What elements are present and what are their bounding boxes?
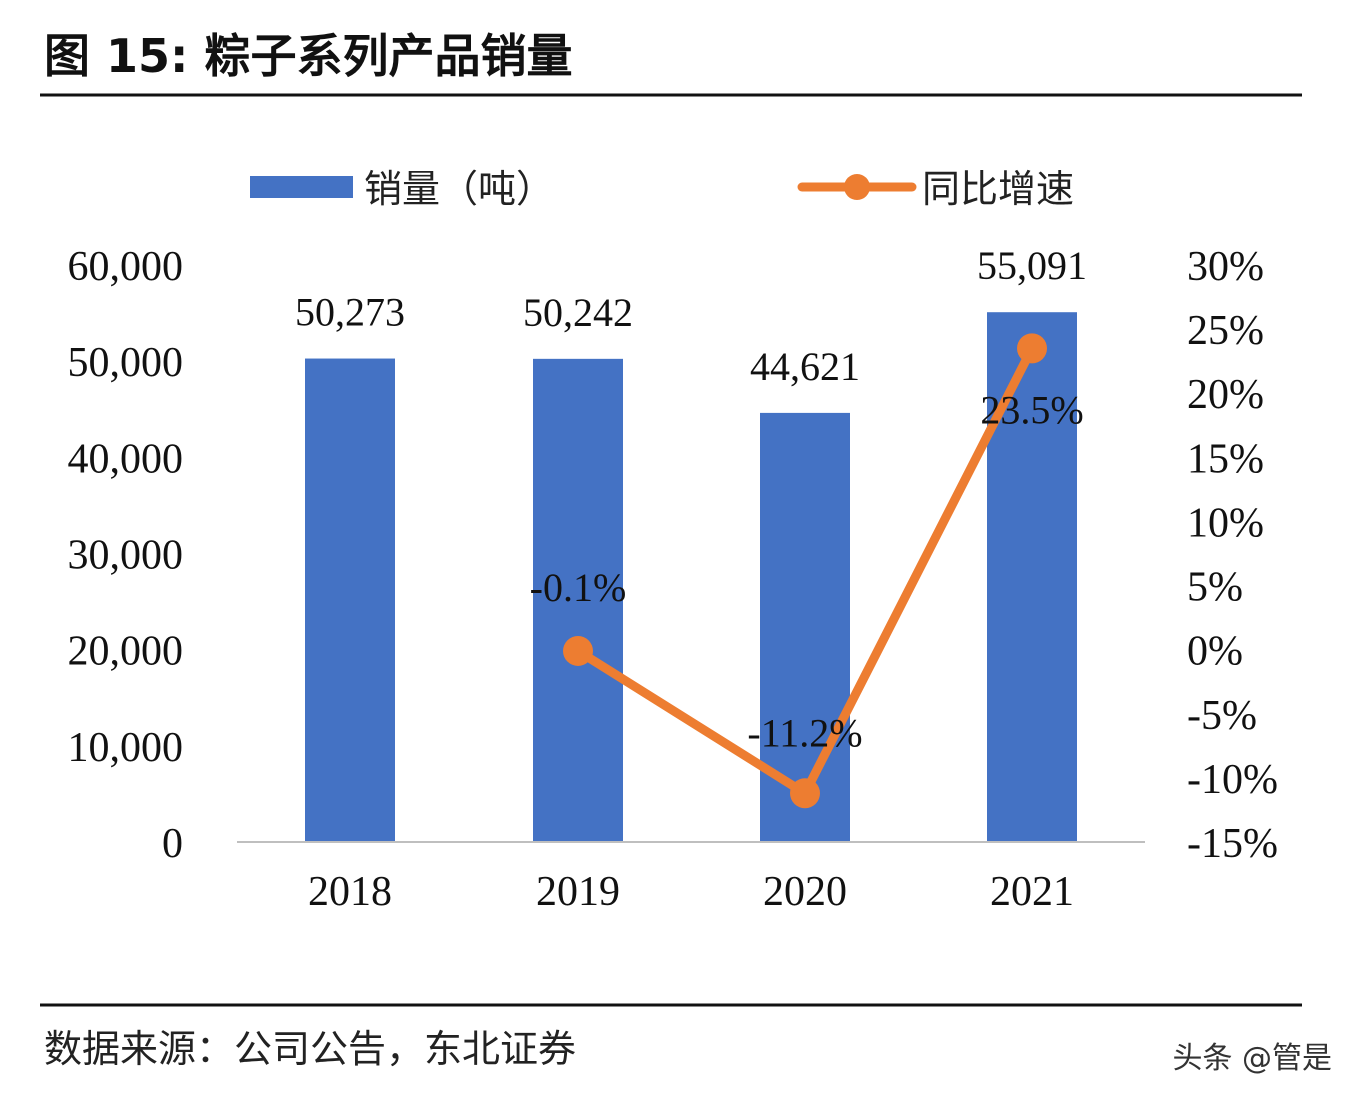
- right-axis-tick: -10%: [1187, 757, 1278, 803]
- left-axis-tick: 20,000: [68, 629, 184, 675]
- bar-value-label: 50,242: [523, 290, 633, 335]
- left-axis-tick: 10,000: [68, 725, 184, 771]
- growth-value-label: -0.1%: [530, 565, 627, 610]
- legend-bar-swatch: [250, 176, 353, 198]
- left-axis-tick: 60,000: [68, 244, 184, 290]
- right-axis-tick: 0%: [1187, 629, 1243, 675]
- growth-point-2021: [1017, 333, 1047, 364]
- x-axis-tick: 2021: [990, 869, 1074, 915]
- legend-line-label: 同比增速: [922, 167, 1074, 211]
- growth-value-label: -11.2%: [747, 710, 862, 755]
- legend-line-marker: [844, 174, 870, 200]
- x-axis-tick: 2018: [308, 869, 392, 915]
- left-axis-tick: 30,000: [68, 533, 184, 579]
- growth-point-2020: [790, 778, 820, 809]
- plot-area: 销量（吨） 同比增速 0 10,000 20,000 30,000 40,000 50,000…: [68, 167, 1278, 915]
- right-axis-tick: 15%: [1187, 436, 1264, 482]
- bar-value-label: 44,621: [750, 344, 860, 389]
- watermark: 头条 @管是: [1172, 1041, 1332, 1076]
- left-axis-tick: 50,000: [68, 340, 184, 386]
- right-axis-tick: -5%: [1187, 693, 1257, 739]
- bar-2019: [533, 358, 623, 842]
- left-axis-tick: 40,000: [68, 436, 184, 482]
- bar-value-label: 50,273: [295, 290, 405, 335]
- x-axis-tick: 2020: [763, 869, 847, 915]
- legend-bar-label: 销量（吨）: [364, 167, 554, 211]
- source-note: 数据来源：公司公告，东北证券: [44, 1027, 576, 1071]
- bar-value-label: 55,091: [977, 243, 1087, 288]
- growth-value-label: 23.5%: [980, 387, 1083, 432]
- right-axis-tick: -15%: [1187, 821, 1278, 867]
- right-axis-tick: 5%: [1187, 565, 1243, 611]
- left-axis-tick: 0: [162, 821, 183, 867]
- right-axis-tick: 20%: [1187, 372, 1264, 418]
- x-axis-tick: 2019: [536, 869, 620, 915]
- figure-title: 图 15: 粽子系列产品销量: [44, 29, 572, 83]
- growth-point-2019: [563, 635, 593, 666]
- bar-2018: [305, 358, 395, 842]
- right-axis-tick: 25%: [1187, 308, 1264, 354]
- right-axis-tick: 30%: [1187, 244, 1264, 290]
- right-axis-tick: 10%: [1187, 500, 1264, 546]
